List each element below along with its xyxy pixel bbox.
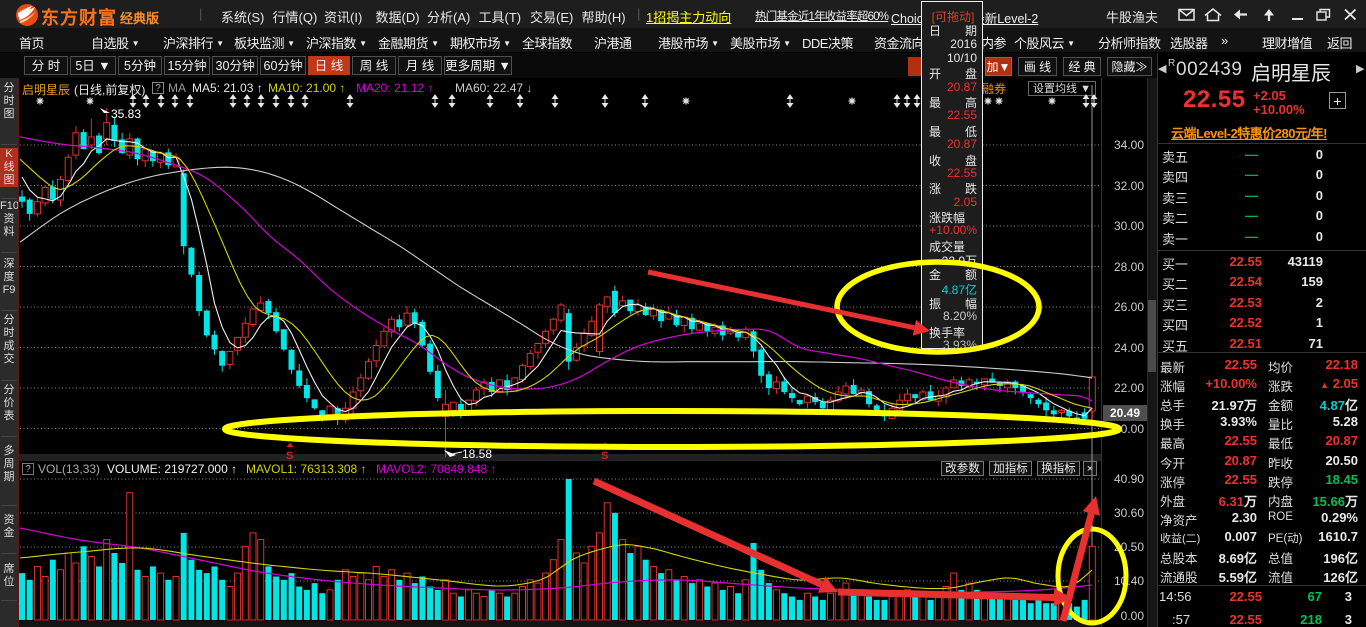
svg-text:S: S <box>601 450 608 462</box>
svg-text:35.83: 35.83 <box>111 107 141 121</box>
svg-text:S: S <box>286 450 293 462</box>
svg-text:18.58: 18.58 <box>462 447 492 461</box>
